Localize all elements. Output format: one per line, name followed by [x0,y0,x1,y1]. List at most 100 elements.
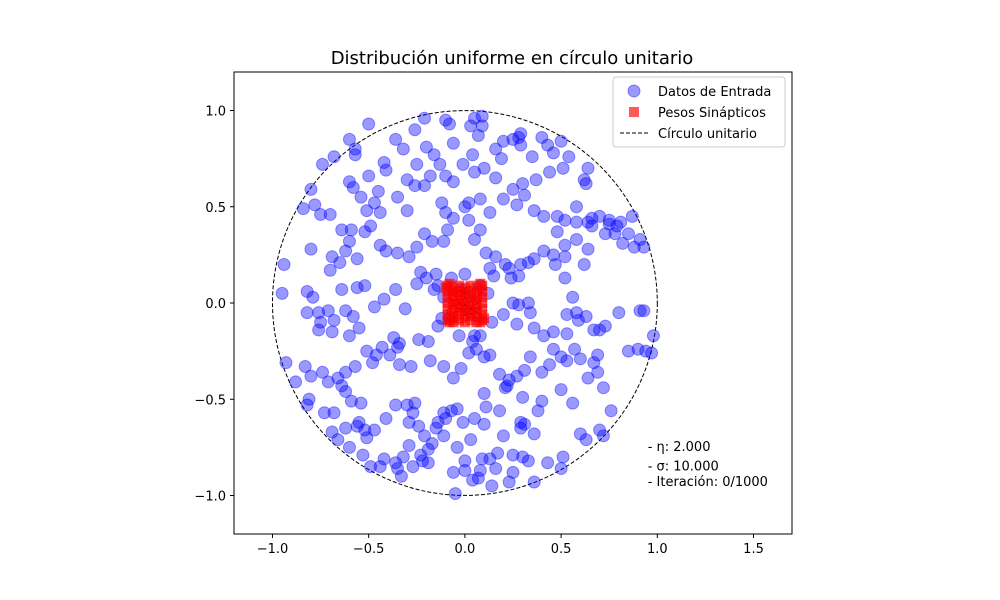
weight-point [448,305,459,316]
data-point [335,283,349,297]
data-point [392,358,406,372]
data-point [304,242,318,256]
data-point [427,283,441,297]
data-point [477,386,491,400]
data-point [389,456,403,470]
data-point [344,223,358,237]
data-point [429,267,443,281]
data-point [339,421,353,435]
data-point [610,219,624,233]
data-point [504,271,518,285]
y-tick-label: −0.5 [194,393,226,408]
data-point [502,475,516,489]
data-point [537,209,551,223]
data-point [304,182,318,196]
data-point [506,182,520,196]
legend-label-circulo: Círculo unitario [658,127,757,142]
weight-point [471,311,482,322]
data-point [308,198,322,212]
legend-box [612,76,786,148]
data-point [498,258,512,271]
data-point [421,442,435,456]
data-point [444,404,458,418]
data-point [354,190,368,204]
data-point [342,175,356,189]
data-point [391,246,405,260]
data-point [296,202,310,216]
data-point [591,365,605,379]
x-axis-ticks: −1.0 −0.5 0.0 0.5 1.0 1.5 [257,534,764,557]
plot-frame [233,71,793,535]
data-point [523,350,537,364]
weight-point [477,286,488,297]
data-point [477,417,491,431]
data-point [392,336,406,350]
data-point [458,454,472,468]
data-point [325,425,339,439]
data-point [581,215,595,229]
data-point [604,404,618,418]
data-point [398,302,412,316]
data-point [483,206,497,220]
data-point [369,348,383,362]
data-point [598,227,612,241]
data-point [587,323,601,337]
data-point [596,381,610,395]
data-point [550,225,564,239]
data-point [546,146,560,160]
data-point [593,209,607,223]
data-point [366,356,380,370]
y-tick-label: 1.0 [205,105,226,120]
data-point [327,406,341,420]
weight-point [459,294,470,305]
weight-point [448,311,459,322]
data-point [621,227,635,241]
data-point [350,252,364,266]
data-point [389,283,403,297]
data-point [531,404,545,418]
data-point [446,136,460,150]
data-point [314,207,328,221]
legend-label-pesos: Pesos Sinápticos [658,106,766,121]
data-point [423,169,437,183]
data-point [541,138,555,152]
data-point [312,306,326,320]
data-point [360,204,374,218]
data-point [446,371,460,385]
data-point [342,234,356,248]
data-point [496,134,510,148]
data-point [473,329,487,343]
data-point [302,392,316,406]
data-point [527,427,541,441]
data-point [621,344,635,358]
data-point [558,250,572,264]
y-tick-label: −1.0 [194,490,226,505]
data-point [593,323,607,337]
data-point [417,179,431,193]
data-point [373,206,387,220]
data-point [464,433,478,447]
data-point [489,462,503,476]
weight-point [465,298,476,308]
data-point [510,317,524,331]
data-point [560,308,574,322]
data-point [391,462,405,476]
x-tick-label: 1.5 [743,542,764,557]
weight-point [454,286,465,297]
data-point [350,281,364,295]
data-point [631,342,645,356]
data-point [335,379,349,393]
data-point [379,412,393,425]
data-point [566,290,580,304]
data-point [417,429,431,443]
data-point [458,200,472,214]
data-point [548,258,562,271]
data-point [577,258,591,271]
data-point [514,127,528,141]
weight-point [471,288,482,299]
data-point [410,157,424,171]
data-point [510,369,524,383]
legend-marker-pesos [629,107,639,117]
data-point [569,306,583,320]
